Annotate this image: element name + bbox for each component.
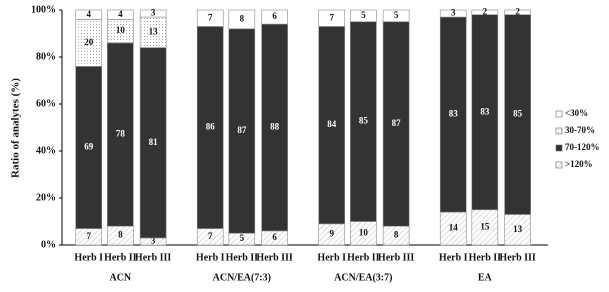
bar-segment bbox=[471, 209, 499, 246]
value-label: 5 bbox=[394, 10, 399, 20]
value-label: 8 bbox=[118, 230, 123, 240]
bar-segment bbox=[382, 9, 410, 23]
y-tick-label: 40% bbox=[36, 145, 56, 156]
bar-segment bbox=[350, 9, 377, 23]
x-tick-label: Herb III bbox=[378, 252, 415, 263]
y-tick-label: 80% bbox=[36, 51, 56, 62]
value-label: 10 bbox=[359, 227, 369, 237]
x-tick-label: Herb III bbox=[135, 252, 172, 263]
value-label: 13 bbox=[149, 26, 159, 36]
y-tick-label: 0% bbox=[41, 239, 56, 250]
x-tick-label: Herb I bbox=[196, 252, 225, 263]
bar-segment bbox=[196, 26, 224, 229]
x-tick-label: Herb III bbox=[499, 252, 536, 263]
group-label: EA bbox=[478, 272, 493, 283]
bar-segment bbox=[75, 9, 103, 20]
legend-marker bbox=[555, 161, 563, 169]
value-label: 69 bbox=[84, 142, 94, 152]
value-label: 4 bbox=[86, 9, 91, 19]
value-label: 5 bbox=[240, 233, 245, 243]
group-label: ACN/EA(7:3) bbox=[213, 272, 271, 283]
value-label: 87 bbox=[237, 125, 247, 135]
bar-segment bbox=[139, 16, 167, 48]
legend-marker bbox=[555, 127, 563, 135]
value-label: 6 bbox=[272, 11, 277, 21]
bar-segment bbox=[504, 214, 531, 246]
value-label: 14 bbox=[449, 223, 459, 233]
bar-segment bbox=[139, 47, 167, 239]
value-label: 78 bbox=[116, 129, 126, 139]
value-label: 88 bbox=[270, 122, 280, 132]
value-label: 83 bbox=[449, 109, 459, 119]
y-tick-label: 20% bbox=[36, 192, 56, 203]
value-label: 5 bbox=[361, 10, 366, 20]
bar-segment bbox=[261, 23, 288, 232]
bar-segment bbox=[75, 66, 103, 229]
bar-segment bbox=[439, 211, 467, 246]
value-label: 6 bbox=[272, 232, 277, 242]
value-label: 3 bbox=[151, 236, 156, 246]
bar-segment bbox=[261, 9, 288, 25]
bar-segment bbox=[75, 19, 103, 67]
bar-segment bbox=[471, 14, 499, 211]
value-label: 81 bbox=[149, 137, 159, 147]
bar-segment bbox=[471, 9, 499, 15]
legend-marker bbox=[555, 110, 563, 118]
bar-segment bbox=[439, 9, 467, 18]
x-tick-label: Herb II bbox=[226, 252, 259, 263]
value-label: 20 bbox=[84, 37, 94, 47]
bar-segment bbox=[504, 9, 531, 15]
value-label: 8 bbox=[240, 13, 245, 23]
y-axis-label: Ratio of analytes (%) bbox=[10, 78, 22, 178]
bar-segment bbox=[228, 9, 256, 30]
value-label: 3 bbox=[151, 8, 156, 18]
value-label: 7 bbox=[86, 231, 91, 241]
bar-segment bbox=[139, 9, 167, 18]
value-label: 4 bbox=[118, 9, 123, 19]
legend-label: >120% bbox=[565, 159, 593, 169]
value-label: 7 bbox=[208, 12, 213, 22]
x-tick-label: Herb II bbox=[347, 252, 380, 263]
value-label: 2 bbox=[483, 6, 488, 16]
value-label: 8 bbox=[394, 230, 399, 240]
value-label: 85 bbox=[513, 109, 523, 119]
value-label: 3 bbox=[451, 8, 456, 18]
group-label: ACN/EA(3:7) bbox=[334, 272, 392, 283]
x-tick-label: Herb I bbox=[439, 252, 468, 263]
x-tick-label: Herb I bbox=[317, 252, 346, 263]
y-tick-label: 60% bbox=[36, 98, 56, 109]
value-label: 86 bbox=[206, 122, 216, 132]
value-label: 9 bbox=[329, 228, 334, 238]
x-tick-label: Herb III bbox=[256, 252, 293, 263]
value-label: 87 bbox=[392, 118, 402, 128]
bar-segment bbox=[350, 21, 377, 222]
value-label: 13 bbox=[513, 224, 523, 234]
value-label: 7 bbox=[329, 12, 334, 22]
y-tick-label: 100% bbox=[31, 4, 56, 15]
value-label: 84 bbox=[327, 119, 337, 129]
legend-label: 70-120% bbox=[565, 142, 600, 152]
bar-segment bbox=[382, 21, 410, 227]
bar-segment bbox=[318, 26, 346, 225]
x-tick-label: Herb II bbox=[104, 252, 137, 263]
bar-segment bbox=[318, 9, 346, 27]
value-label: 7 bbox=[208, 231, 213, 241]
bar-segment bbox=[228, 28, 256, 234]
bar-segment bbox=[196, 9, 224, 27]
bar-segment bbox=[439, 16, 467, 213]
x-tick-label: Herb I bbox=[74, 252, 103, 263]
legend-marker bbox=[555, 144, 563, 152]
legend-label: <30% bbox=[565, 108, 588, 118]
value-label: 10 bbox=[116, 25, 126, 35]
value-label: 83 bbox=[480, 106, 490, 116]
value-label: 85 bbox=[359, 116, 369, 126]
x-tick-label: Herb II bbox=[469, 252, 502, 263]
group-label: ACN bbox=[109, 272, 131, 283]
value-label: 15 bbox=[480, 221, 490, 231]
value-label: 2 bbox=[515, 6, 520, 16]
legend-label: 30-70% bbox=[565, 125, 595, 135]
bar-segment bbox=[107, 42, 134, 227]
bar-segment bbox=[107, 9, 134, 20]
